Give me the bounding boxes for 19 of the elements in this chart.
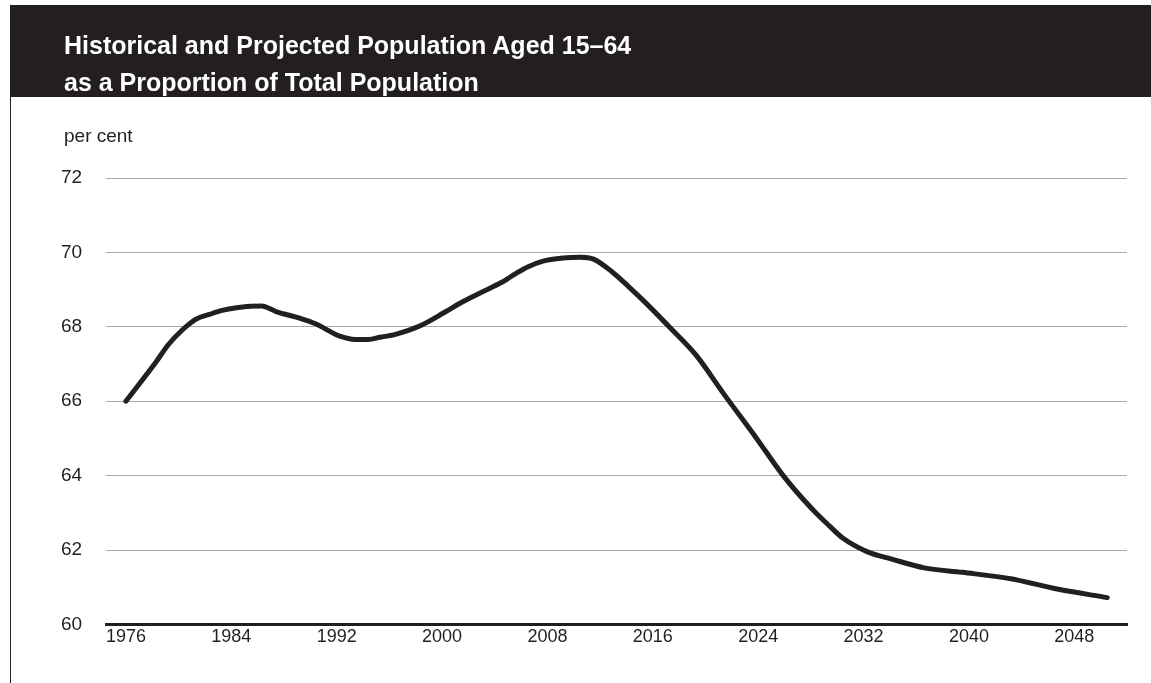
x-tick-label: 2032 [843, 626, 884, 647]
x-tick-label: 2000 [422, 626, 463, 647]
x-tick-label: 2048 [1054, 626, 1095, 647]
x-tick-label: 2040 [948, 626, 989, 647]
x-tick-label: 2008 [527, 626, 568, 647]
y-tick-label: 72 [61, 166, 83, 188]
x-tick-label: 2024 [738, 626, 779, 647]
y-axis-title: per cent [64, 125, 133, 147]
y-tick-label: 64 [61, 463, 83, 485]
y-tick-label: 60 [61, 612, 83, 634]
y-tick-label: 66 [61, 389, 83, 411]
y-tick-label: 62 [61, 538, 83, 560]
x-tick-label: 1992 [316, 626, 357, 647]
x-tick-label: 1976 [105, 626, 146, 647]
x-tick-label: 1984 [211, 626, 252, 647]
y-tick-label: 68 [61, 315, 83, 337]
y-tick-label: 70 [61, 240, 83, 262]
x-tick-label: 2016 [632, 626, 673, 647]
chart-title: Historical and Projected Population Aged 15–64 as a Proportion of Total Population [11, 5, 1151, 97]
